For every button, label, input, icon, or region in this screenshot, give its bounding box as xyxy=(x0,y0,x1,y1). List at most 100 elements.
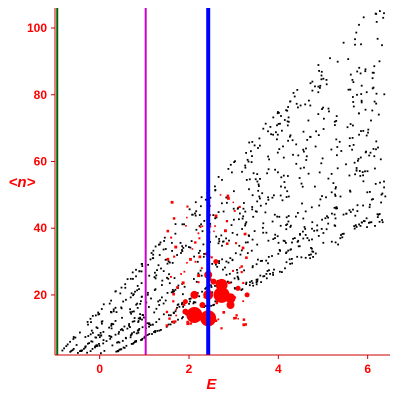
data-point xyxy=(92,331,94,334)
data-point xyxy=(351,137,354,139)
data-point xyxy=(215,263,217,266)
data-point xyxy=(351,79,354,81)
data-point xyxy=(218,260,220,262)
data-point xyxy=(358,66,361,69)
data-point xyxy=(182,316,184,318)
data-point xyxy=(244,210,247,213)
data-point xyxy=(153,331,155,333)
data-point xyxy=(159,241,162,244)
data-point xyxy=(226,201,228,204)
data-point xyxy=(227,261,230,264)
data-point xyxy=(355,226,358,228)
data-point xyxy=(216,265,219,268)
data-point xyxy=(147,291,149,294)
data-point xyxy=(214,285,216,287)
data-point xyxy=(86,351,88,354)
data-point xyxy=(355,169,358,172)
data-point xyxy=(381,44,383,47)
data-point xyxy=(66,343,69,346)
data-point xyxy=(154,331,157,334)
data-point xyxy=(318,70,320,72)
data-point xyxy=(225,260,228,263)
data-point xyxy=(125,298,127,301)
data-point xyxy=(302,217,305,220)
data-point xyxy=(278,111,280,114)
data-point xyxy=(307,172,310,175)
data-point xyxy=(295,143,298,146)
data-point xyxy=(232,207,235,210)
data-point xyxy=(301,202,303,205)
data-point xyxy=(251,206,254,208)
data-point xyxy=(297,245,300,248)
data-point xyxy=(140,339,142,341)
data-point xyxy=(314,145,317,148)
red-data-point xyxy=(239,267,241,269)
data-point xyxy=(181,249,183,251)
data-point xyxy=(265,231,268,234)
red-data-point xyxy=(197,281,200,284)
red-data-point xyxy=(242,300,245,303)
data-point xyxy=(114,320,117,322)
data-point xyxy=(128,323,130,325)
data-point xyxy=(79,331,81,334)
data-point xyxy=(311,238,313,241)
red-data-point xyxy=(225,242,229,245)
data-point xyxy=(194,214,197,217)
data-point xyxy=(384,195,387,198)
data-point xyxy=(215,235,218,238)
data-point xyxy=(310,253,312,256)
data-point xyxy=(174,232,177,235)
data-point xyxy=(378,60,381,63)
data-point xyxy=(90,340,93,343)
data-point xyxy=(285,228,288,231)
data-point xyxy=(146,293,149,296)
data-point xyxy=(114,333,117,336)
data-point xyxy=(129,277,132,280)
data-point xyxy=(362,16,365,19)
data-point xyxy=(190,240,193,242)
data-point xyxy=(304,256,307,259)
data-point xyxy=(321,157,324,160)
red-data-point xyxy=(186,322,190,326)
data-point xyxy=(156,330,159,332)
red-data-point xyxy=(198,237,201,240)
data-point xyxy=(286,190,289,193)
data-point xyxy=(315,130,317,133)
data-point xyxy=(311,221,314,224)
data-point xyxy=(258,137,261,140)
data-point xyxy=(376,216,379,218)
data-point xyxy=(342,213,345,216)
data-point xyxy=(258,195,261,198)
data-point xyxy=(335,206,338,208)
data-point xyxy=(289,248,292,251)
data-point xyxy=(378,213,381,215)
data-point xyxy=(254,178,257,181)
data-point xyxy=(321,218,323,221)
data-point xyxy=(250,249,253,252)
data-point xyxy=(383,93,386,96)
data-point xyxy=(209,196,212,199)
data-point xyxy=(212,304,214,307)
data-point xyxy=(289,134,292,137)
data-point xyxy=(360,43,362,46)
data-point xyxy=(340,234,342,236)
data-point xyxy=(305,147,307,150)
data-point xyxy=(247,234,250,237)
data-point xyxy=(279,122,281,125)
data-point xyxy=(335,186,337,188)
red-data-point xyxy=(245,232,247,235)
data-point xyxy=(327,177,330,180)
data-point xyxy=(296,241,299,243)
data-point xyxy=(276,235,279,238)
data-point xyxy=(189,246,192,249)
data-point xyxy=(171,289,174,291)
data-point xyxy=(257,189,260,192)
data-point xyxy=(327,222,330,225)
data-point xyxy=(316,224,319,227)
red-data-point xyxy=(213,230,215,233)
data-point xyxy=(114,290,117,293)
data-point xyxy=(297,212,299,214)
data-point xyxy=(139,316,141,319)
red-data-point xyxy=(222,311,226,314)
data-point xyxy=(194,201,197,204)
